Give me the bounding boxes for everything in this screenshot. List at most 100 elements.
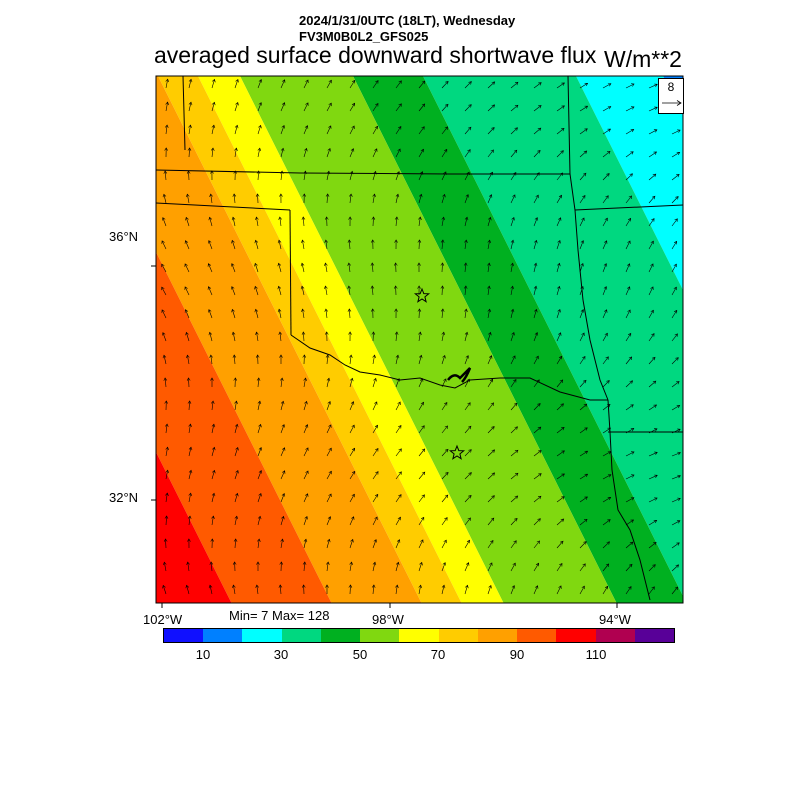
wind-arrow xyxy=(254,286,259,296)
wind-arrow xyxy=(510,426,518,434)
lon-label-94w: 94°W xyxy=(599,612,631,627)
wind-arrow xyxy=(303,331,305,342)
wind-arrow-head xyxy=(277,262,282,267)
wind-arrow-head xyxy=(464,308,468,313)
wind-arrow xyxy=(579,150,587,158)
wind-arrow-head xyxy=(677,428,681,432)
wind-arrow xyxy=(464,517,471,526)
wind-arrow xyxy=(257,125,261,135)
wind-arrow-head xyxy=(304,424,309,428)
wind-arrow-head xyxy=(258,492,262,497)
wind-arrow-head xyxy=(208,216,213,221)
wind-arrow xyxy=(187,194,190,204)
wind-arrow-head xyxy=(327,147,331,152)
wind-arrow xyxy=(556,286,560,296)
wind-arrow xyxy=(556,195,562,204)
wind-arrow-head xyxy=(466,378,470,383)
wind-arrow xyxy=(325,286,328,296)
wind-arrow-head xyxy=(324,239,328,243)
wind-arrow-head xyxy=(258,79,263,83)
wind-arrow-head xyxy=(560,403,564,407)
wind-arrow xyxy=(533,240,537,250)
wind-arrow xyxy=(164,562,167,572)
wind-arrow-head xyxy=(491,426,495,430)
wind-arrow-head xyxy=(188,469,193,474)
wind-arrow xyxy=(372,148,378,158)
wind-arrow-head xyxy=(673,240,678,245)
wind-arrow-head xyxy=(584,128,588,132)
wind-arrow-head xyxy=(210,538,215,542)
wind-arrow-head xyxy=(511,331,515,336)
wind-arrow xyxy=(671,498,681,503)
wind-arrow-head xyxy=(653,542,657,546)
wind-arrow xyxy=(510,332,515,342)
wind-arrow xyxy=(234,424,238,434)
wind-arrow-head xyxy=(445,80,449,85)
wind-arrow xyxy=(372,378,377,388)
wind-arrow-head xyxy=(440,308,445,312)
wind-arrow-head xyxy=(164,515,169,519)
wind-arrow-head xyxy=(397,516,401,521)
wind-arrow-head xyxy=(277,308,282,313)
wind-arrow-head xyxy=(491,495,495,499)
wind-arrow xyxy=(326,378,330,388)
wind-arrow-head xyxy=(187,538,191,542)
wind-arrow-head xyxy=(441,331,446,336)
wind-arrow-head xyxy=(653,151,657,155)
wind-arrow xyxy=(510,403,518,411)
wind-arrow xyxy=(303,493,308,503)
wind-arrow xyxy=(188,377,190,388)
wind-arrow-head xyxy=(558,194,562,199)
wind-arrow-head xyxy=(305,79,309,84)
wind-arrow xyxy=(602,519,611,526)
wind-arrow xyxy=(533,473,542,480)
wind-arrow-head xyxy=(161,286,165,291)
header-date-line: 2024/1/31/0UTC (18LT), Wednesday xyxy=(299,13,516,28)
header-model-line: FV3M0B0L2_GFS025 xyxy=(299,29,429,44)
wind-arrow-head xyxy=(468,104,472,108)
wind-arrow xyxy=(395,126,402,135)
wind-arrow xyxy=(280,148,284,158)
wind-arrow xyxy=(510,518,518,526)
colorbar-swatch xyxy=(281,629,321,642)
wind-arrow xyxy=(395,585,398,595)
wind-arrow xyxy=(648,263,654,273)
wind-arrow-head xyxy=(186,561,190,566)
wind-arrow-head xyxy=(349,193,353,197)
wind-arrow xyxy=(671,405,680,411)
wind-arrow xyxy=(257,401,261,411)
wind-arrow-head xyxy=(491,472,496,476)
border-missouri-arkansas xyxy=(574,204,683,211)
wind-arrow xyxy=(349,539,354,549)
border-arkansas-east xyxy=(582,299,609,401)
wind-arrow xyxy=(418,194,422,204)
wind-arrow xyxy=(280,401,284,411)
wind-arrow xyxy=(625,333,632,342)
wind-arrow xyxy=(211,79,215,89)
wind-arrow-head xyxy=(630,106,635,110)
colorbar-label-30: 30 xyxy=(273,647,289,662)
wind-arrow xyxy=(579,427,588,434)
wind-arrow xyxy=(625,380,633,388)
wind-arrow-head xyxy=(347,285,351,289)
wind-arrow xyxy=(441,262,443,273)
wind-arrow xyxy=(418,539,424,549)
wind-arrow xyxy=(161,240,167,250)
wind-arrow xyxy=(579,217,585,227)
wind-arrow xyxy=(278,309,282,319)
flux-band xyxy=(0,60,160,620)
wind-arrow-head xyxy=(234,147,238,152)
wind-arrow xyxy=(556,240,561,250)
wind-arrow-head xyxy=(325,584,329,588)
wind-arrow-head xyxy=(375,80,379,84)
wind-arrow xyxy=(349,448,355,457)
wind-arrow xyxy=(210,194,213,204)
wind-arrow xyxy=(533,263,537,273)
wind-arrow xyxy=(510,82,519,89)
wind-arrow-head xyxy=(396,539,401,543)
wind-arrow-head xyxy=(393,262,398,266)
wind-arrow xyxy=(184,263,190,273)
wind-arrow-head xyxy=(278,584,283,588)
wind-arrow xyxy=(165,493,168,503)
wind-arrow-head xyxy=(513,402,518,407)
